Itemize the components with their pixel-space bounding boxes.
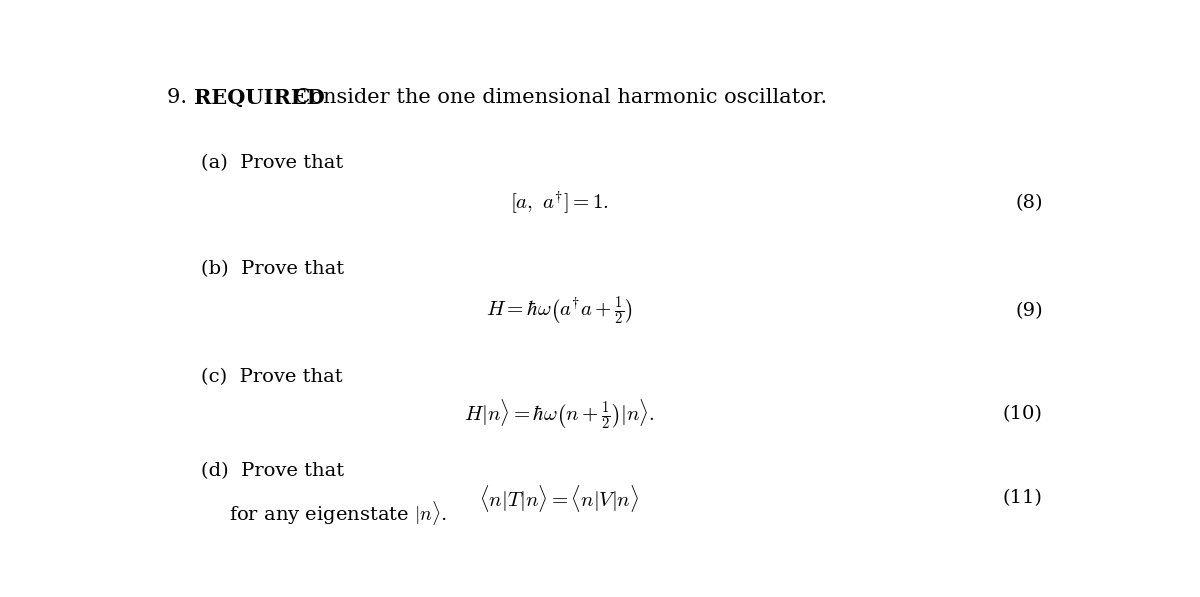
Text: $H = \hbar\omega\left(a^{\dagger}a + \frac{1}{2}\right)$: $H = \hbar\omega\left(a^{\dagger}a + \fr… (486, 294, 632, 327)
Text: $\langle n|T|n\rangle = \langle n|V|n\rangle$: $\langle n|T|n\rangle = \langle n|V|n\ra… (479, 483, 640, 514)
Text: (8): (8) (1015, 193, 1043, 212)
Text: 9.: 9. (167, 88, 193, 107)
Text: (d)  Prove that: (d) Prove that (202, 462, 344, 481)
Text: (a)  Prove that: (a) Prove that (202, 155, 343, 173)
Text: $H|n\rangle = \hbar\omega\left(n + \frac{1}{2}\right)|n\rangle.$: $H|n\rangle = \hbar\omega\left(n + \frac… (464, 397, 654, 431)
Text: Consider the one dimensional harmonic oscillator.: Consider the one dimensional harmonic os… (288, 88, 827, 107)
Text: (b)  Prove that: (b) Prove that (202, 260, 344, 278)
Text: REQUIRED: REQUIRED (193, 88, 324, 107)
Text: (11): (11) (1003, 489, 1043, 507)
Text: (c)  Prove that: (c) Prove that (202, 368, 343, 386)
Text: (10): (10) (1003, 405, 1043, 423)
Text: $[a,\ a^{\dagger}] = 1.$: $[a,\ a^{\dagger}] = 1.$ (510, 189, 608, 216)
Text: (9): (9) (1015, 301, 1043, 319)
Text: for any eigenstate $|n\rangle$.: for any eigenstate $|n\rangle$. (229, 498, 446, 527)
